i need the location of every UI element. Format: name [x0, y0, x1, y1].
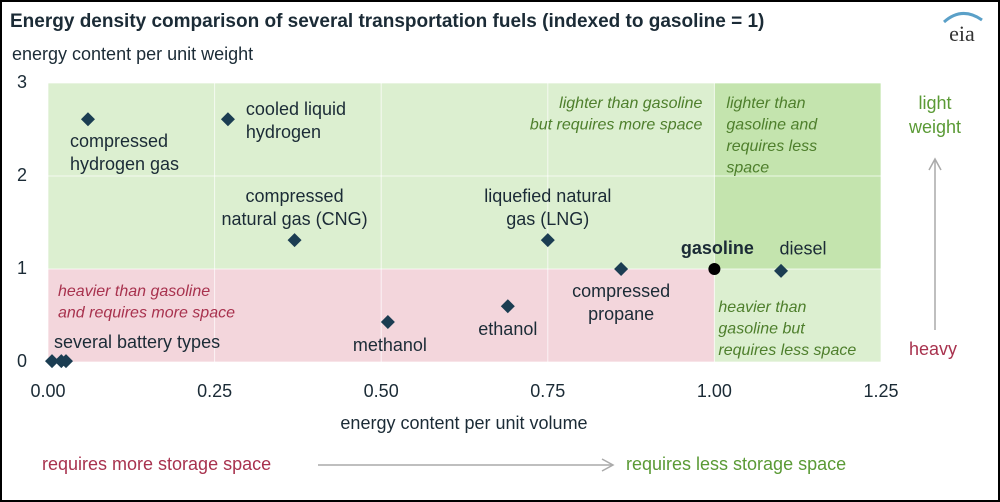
x-tick-label: 0.25: [197, 381, 232, 401]
weight-note: light: [918, 93, 951, 113]
weight-note: weight: [908, 117, 961, 137]
region-note: requires less space: [718, 342, 856, 359]
region-note: but requires more space: [530, 117, 703, 134]
region-note: lighter than gasoline: [559, 95, 702, 112]
point: [44, 354, 59, 369]
point-label: cooled liquid: [246, 99, 346, 119]
logo: eia: [949, 21, 975, 46]
point-label: gas (LNG): [506, 209, 589, 229]
x-tick-label: 0.50: [364, 381, 399, 401]
x-tick-label: 1.25: [863, 381, 898, 401]
point-label: propane: [588, 304, 654, 324]
point-label: natural gas (CNG): [222, 209, 368, 229]
region: [714, 269, 881, 362]
region-note: space: [726, 160, 769, 177]
point: [540, 233, 555, 248]
y-tick-label: 3: [17, 72, 27, 92]
point: [708, 263, 721, 275]
x-tick-label: 0.00: [30, 381, 65, 401]
point-label: gasoline: [681, 238, 754, 258]
weight-note: heavy: [909, 339, 957, 359]
point: [220, 112, 235, 127]
point: [774, 263, 789, 278]
weight-arrowhead: [928, 157, 942, 171]
plot: [44, 82, 882, 369]
point-label: compressed: [572, 281, 670, 301]
point: [380, 315, 395, 330]
y-tick-label: 0: [17, 351, 27, 371]
point-label: compressed: [246, 186, 344, 206]
point-label: hydrogen: [246, 122, 321, 142]
point: [80, 112, 95, 127]
storage-note: requires more storage space: [42, 454, 271, 474]
point-label: methanol: [353, 335, 427, 355]
y-axis-label: energy content per unit weight: [12, 44, 253, 64]
region-note: gasoline but: [718, 321, 805, 338]
region-note: lighter than: [726, 95, 805, 112]
x-axis-label: energy content per unit volume: [340, 413, 587, 433]
region-note: heavier than: [718, 299, 806, 316]
point-label: several battery types: [54, 332, 220, 352]
y-tick-label: 1: [17, 258, 27, 278]
y-tick-label: 2: [17, 165, 27, 185]
chart-title: Energy density comparison of several tra…: [10, 11, 764, 32]
point: [614, 262, 629, 276]
x-tick-label: 1.00: [697, 381, 732, 401]
storage-arrowhead: [601, 458, 615, 472]
region-note: requires less: [726, 138, 817, 155]
point: [500, 299, 515, 314]
point: [58, 354, 73, 369]
point-label: hydrogen gas: [70, 154, 179, 174]
region-note: and requires more space: [58, 305, 235, 322]
point-label: compressed: [70, 131, 168, 151]
x-tick-label: 0.75: [530, 381, 565, 401]
point-label: ethanol: [478, 319, 537, 339]
point-label: liquefied natural: [484, 186, 611, 206]
point: [287, 233, 302, 248]
storage-note: requires less storage space: [626, 454, 846, 474]
region-note: heavier than gasoline: [58, 283, 210, 300]
point-label: diesel: [780, 239, 827, 259]
region-note: gasoline and: [726, 117, 818, 134]
logo-arc: [943, 12, 983, 24]
